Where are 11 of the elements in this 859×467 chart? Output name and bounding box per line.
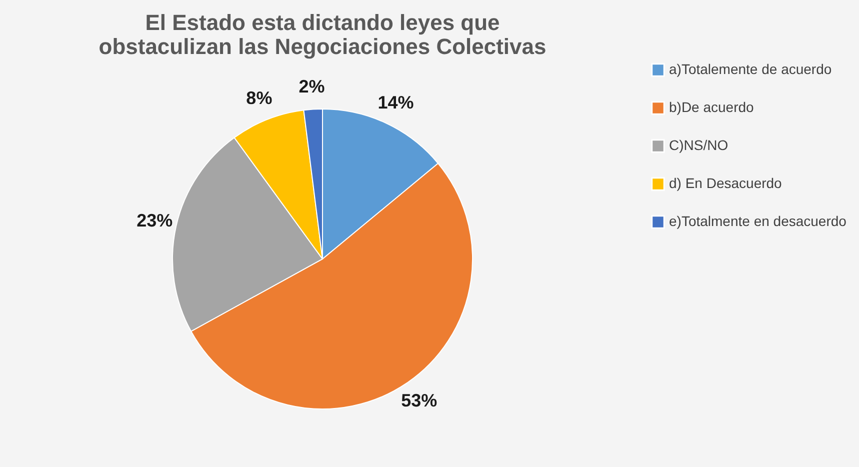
chart-title: El Estado esta dictando leyes que obstaculizan las Negociaciones Colectivas [98, 10, 546, 59]
legend-label: b)De acuerdo [669, 99, 754, 115]
legend-label: d) En Desacuerdo [669, 175, 782, 191]
data-label: 14% [378, 92, 414, 112]
legend-label: a)Totalemente de acuerdo [669, 61, 832, 77]
data-label: 23% [136, 210, 173, 230]
data-label: 53% [401, 390, 438, 410]
data-label: 2% [298, 76, 325, 96]
legend-label: C)NS/NO [669, 137, 728, 153]
data-label: 8% [246, 88, 272, 108]
legend-label: e)Totalmente en desacuerdo [669, 213, 847, 229]
